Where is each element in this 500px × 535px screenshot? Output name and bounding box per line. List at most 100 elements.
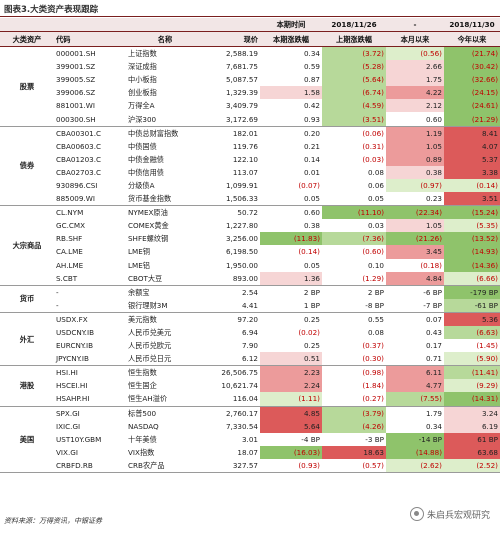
price-cell: 2.54	[241, 287, 258, 297]
prev-week-change-cell: (0.60)	[362, 247, 384, 257]
price-cell: 3,409.79	[225, 101, 258, 111]
code-cell: CL.NYM	[56, 208, 84, 218]
name-cell: 标普500	[128, 408, 157, 418]
mtd-cell: (14.88)	[386, 445, 444, 459]
table-row: VIX.GI VIX指数 18.07 (16.03) 18.63 (14.88) 63.68	[0, 445, 500, 459]
code-cell: 000300.SH	[54, 112, 126, 127]
week-change-cell: 0.14	[303, 154, 320, 164]
prev-week-change-cell: (5.28)	[322, 60, 386, 74]
ytd-cell: (0.14)	[444, 178, 500, 193]
ytd-cell: (2.52)	[444, 458, 500, 473]
name-cell: COMEX黄金	[128, 221, 169, 231]
mtd-cell: -14 BP	[386, 432, 444, 446]
table-row: 399006.SZ 创业板指 1,329.39 1.58 (6.74) 4.22 (24.1…	[0, 86, 500, 100]
code-cell: 399001.SZ	[56, 62, 96, 72]
table-row: 外汇 USDX.FX 美元指数 97.20 0.25 0.55 0.07 5.36	[0, 312, 500, 367]
ytd-cell: (13.52)	[444, 232, 500, 246]
price-cell: 3.01	[241, 434, 258, 444]
ytd-cell: (14.93)	[444, 245, 500, 259]
week-change-cell: 2.23	[260, 365, 322, 380]
name-cell: VIX指数	[128, 447, 155, 457]
week-change-cell: 0.38	[303, 221, 320, 231]
ytd-cell: (14.36)	[444, 258, 500, 272]
wechat-icon	[409, 507, 424, 521]
ytd-cell: (1.45)	[476, 341, 498, 351]
name-cell: 沪深300	[126, 112, 204, 127]
code-cell: -	[56, 287, 59, 297]
price-cell: 1,227.80	[225, 221, 258, 231]
ytd-cell: (14.31)	[444, 392, 500, 407]
price-cell: 18.07	[237, 447, 258, 457]
ytd-cell: (30.42)	[444, 60, 500, 74]
prev-week-change-cell: (0.98)	[362, 368, 384, 378]
prev-week-change-cell: 0.10	[367, 260, 384, 270]
asset-performance-table: 本期时间 2018/11/26 - 2018/11/30 大类资产 代码 名称 …	[0, 18, 500, 474]
week-change-cell: 2 BP	[303, 287, 320, 297]
header-date-1: 2018/11/26	[322, 18, 386, 32]
table-row: 399005.SZ 中小板指 5,087.57 0.87 (5.64) 1.75 (32.6…	[0, 73, 500, 87]
mtd-cell: -6 BP	[423, 287, 442, 297]
ytd-cell: -61 BP	[444, 298, 500, 313]
col-name: 名称	[126, 31, 204, 47]
week-change-cell: 0.05	[303, 260, 320, 270]
code-cell: HSCEI.HI	[56, 381, 88, 391]
mtd-cell: 0.34	[425, 421, 442, 431]
prev-week-change-cell: (3.51)	[322, 112, 386, 127]
code-cell: 399006.SZ	[56, 88, 96, 98]
mtd-cell: 0.60	[386, 112, 444, 127]
col-price: 现价	[204, 31, 260, 47]
week-change-cell: 0.51	[260, 352, 322, 367]
prev-week-change-cell: (7.36)	[322, 232, 386, 246]
name-cell: LME铜	[128, 247, 150, 257]
prev-week-change-cell: (11.10)	[322, 205, 386, 220]
prev-week-change-cell: 0.08	[367, 167, 384, 177]
name-cell: 人民币兑日元	[126, 352, 204, 367]
prev-week-change-cell: (4.59)	[322, 99, 386, 113]
mtd-cell: 0.23	[386, 192, 444, 207]
category-cell: 债券	[0, 126, 54, 207]
prev-week-change-cell: (0.27)	[322, 392, 386, 407]
ytd-cell: 5.36	[444, 312, 500, 326]
mtd-cell: 4.84	[386, 271, 444, 286]
week-change-cell: 0.60	[303, 208, 320, 218]
week-change-cell: 4.85	[260, 406, 322, 420]
ytd-cell: (6.66)	[444, 271, 500, 286]
name-cell: 创业板指	[128, 88, 157, 98]
col-prev-week-change: 上期涨跌幅	[322, 31, 386, 47]
week-change-cell: 0.25	[303, 341, 320, 351]
code-cell: VIX.GI	[56, 447, 78, 457]
mtd-cell: (0.18)	[420, 260, 442, 270]
ytd-cell: 6.19	[444, 419, 500, 433]
table-row: CBA02703.C 中债信用债 113.07 0.01 0.08 0.38 3.38	[0, 165, 500, 179]
name-cell: 中债信用债	[128, 167, 164, 177]
price-cell: 10,621.74	[221, 381, 258, 391]
header-row-cols: 大类资产 代码 名称 现价 本期涨跌幅 上期涨跌幅 本月以来 今年以来	[0, 31, 500, 47]
name-cell: 上证指数	[128, 49, 157, 59]
table-row: GC.CMX COMEX黄金 1,227.80 0.38 0.03 1.05 (5.35)	[0, 219, 500, 233]
table-row: AH.LME LME铝 1,950.00 0.05 0.10 (0.18) (14.36)	[0, 258, 500, 272]
header-spacer	[0, 18, 260, 32]
table-row: 债券 CBA00301.C 中债总财富指数 182.01 0.20 (0.06) 1.19 8…	[0, 126, 500, 207]
code-cell: CBA01203.C	[56, 154, 102, 164]
ytd-cell: (24.61)	[444, 99, 500, 113]
ytd-cell: (11.41)	[444, 365, 500, 380]
mtd-cell: 1.05	[386, 219, 444, 233]
name-cell: 深证成指	[128, 62, 157, 72]
table-row: USDCNY.IB 人民币兑美元 6.94 (0.02) 0.08 0.43 (6.63)	[0, 325, 500, 340]
code-cell: 000001.SH	[56, 49, 96, 59]
mtd-cell: 0.07	[425, 314, 442, 324]
mtd-cell: 0.38	[386, 165, 444, 179]
price-cell: 1,329.39	[225, 88, 258, 98]
ytd-cell: (21.29)	[444, 112, 500, 127]
code-cell: JPYCNY.IB	[54, 352, 126, 367]
week-change-cell: 0.93	[260, 112, 322, 127]
price-cell: 50.72	[237, 208, 258, 218]
code-cell: IXIC.GI	[56, 421, 81, 431]
ytd-cell: (15.24)	[444, 205, 500, 220]
price-cell: 6.12	[204, 352, 260, 367]
week-change-cell: 1.36	[260, 271, 322, 286]
col-week-change: 本期涨跌幅	[260, 31, 322, 47]
code-cell: CBA00301.C	[56, 128, 102, 138]
mtd-cell: 3.45	[386, 245, 444, 259]
week-change-cell: (16.03)	[260, 445, 322, 459]
